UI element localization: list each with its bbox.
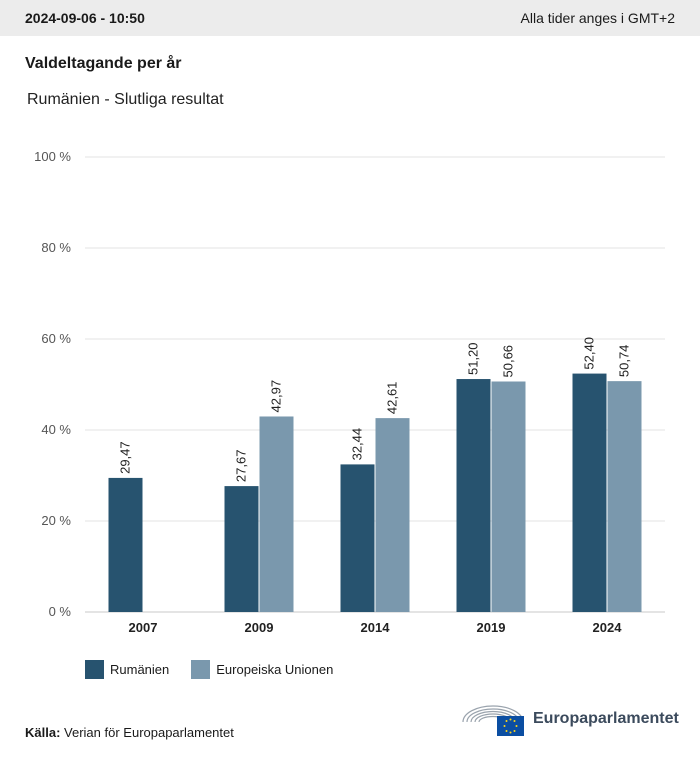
bar-romania-2019 bbox=[456, 379, 491, 612]
y-tick-label: 0 % bbox=[49, 604, 72, 619]
legend-swatch-romania bbox=[85, 660, 104, 679]
timezone-note: Alla tider anges i GMT+2 bbox=[520, 10, 675, 26]
bar-romania-2007 bbox=[108, 477, 143, 612]
source-note: Källa: Verian för Europaparlamentet bbox=[25, 725, 234, 740]
chart-title: Valdeltagande per år bbox=[25, 55, 182, 72]
legend-label-romania: Rumänien bbox=[110, 662, 170, 677]
bar-romania-2014 bbox=[340, 464, 375, 612]
legend-item-eu[interactable]: Europeiska Unionen bbox=[191, 660, 333, 679]
y-tick-label: 60 % bbox=[41, 331, 71, 346]
x-tick-label: 2014 bbox=[361, 620, 391, 635]
bar-eu-2014 bbox=[375, 418, 410, 612]
x-tick-label: 2019 bbox=[477, 620, 506, 635]
legend-label-eu: Europeiska Unionen bbox=[216, 662, 334, 677]
top-bar: 2024-09-06 - 10:50 Alla tider anges i GM… bbox=[0, 0, 700, 36]
data-label-eu-2014: 42,61 bbox=[385, 382, 400, 415]
bar-romania-2024 bbox=[572, 373, 607, 612]
data-label-romania-2007: 29,47 bbox=[118, 441, 133, 474]
x-tick-label: 2009 bbox=[245, 620, 274, 635]
legend-item-romania[interactable]: Rumänien bbox=[85, 660, 169, 679]
european-parliament-logo-icon bbox=[462, 705, 524, 736]
data-label-eu-2009: 42,97 bbox=[269, 380, 284, 413]
y-tick-label: 100 % bbox=[34, 149, 71, 164]
data-label-romania-2019: 51,20 bbox=[466, 342, 481, 375]
data-label-eu-2024: 50,74 bbox=[617, 345, 632, 378]
timestamp: 2024-09-06 - 10:50 bbox=[25, 10, 145, 26]
y-tick-label: 80 % bbox=[41, 240, 71, 255]
bar-romania-2009 bbox=[224, 486, 259, 612]
data-label-romania-2009: 27,67 bbox=[234, 450, 249, 483]
chart-legend: Rumänien Europeiska Unionen bbox=[85, 660, 355, 679]
turnout-bar-chart: 0 % 20 % 40 % 60 % 80 % 100 % 29,47 2007 27,67 42… bbox=[34, 149, 665, 635]
legend-swatch-eu bbox=[191, 660, 211, 679]
source-label: Källa: bbox=[25, 725, 61, 740]
y-tick-label: 20 % bbox=[41, 513, 71, 528]
logo-text: Europaparlamentet bbox=[533, 710, 679, 727]
europarl-logo: Europaparlamentet bbox=[461, 700, 679, 738]
bar-eu-2024 bbox=[607, 381, 642, 612]
bar-eu-2019 bbox=[491, 381, 526, 612]
y-tick-label: 40 % bbox=[41, 422, 71, 437]
data-label-eu-2019: 50,66 bbox=[501, 345, 516, 378]
bar-eu-2009 bbox=[259, 416, 294, 612]
data-label-romania-2024: 52,40 bbox=[582, 337, 597, 370]
chart-subtitle: Rumänien - Slutliga resultat bbox=[27, 91, 224, 108]
x-tick-label: 2007 bbox=[129, 620, 158, 635]
source-text: Verian för Europaparlamentet bbox=[64, 725, 234, 740]
x-tick-label: 2024 bbox=[593, 620, 623, 635]
data-label-romania-2014: 32,44 bbox=[350, 428, 365, 461]
